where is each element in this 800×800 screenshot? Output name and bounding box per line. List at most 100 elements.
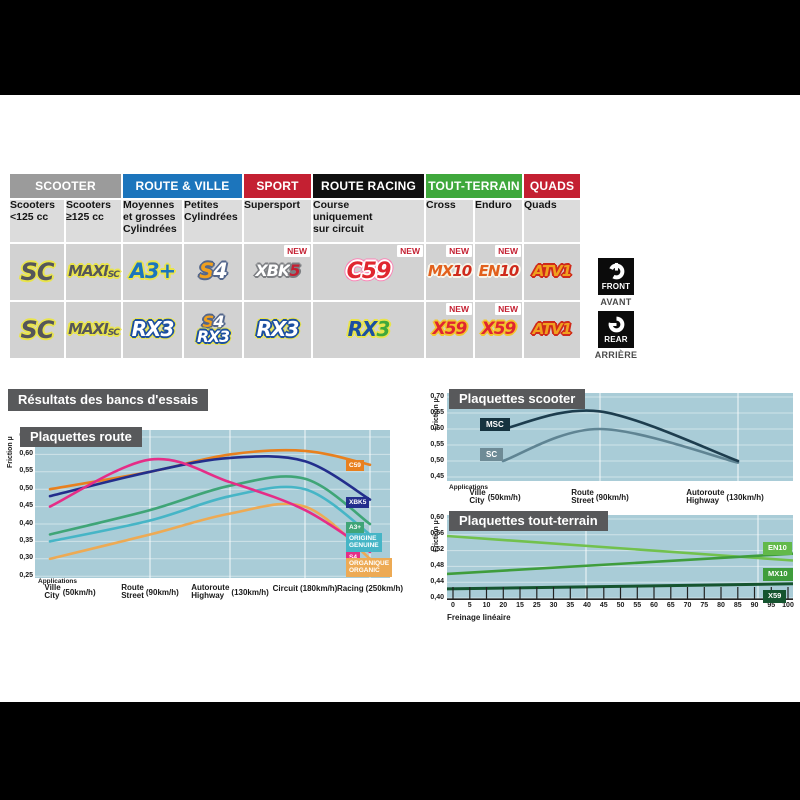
group-header-sport: SPORT: [244, 174, 311, 198]
chart-plaquettes-route: [35, 430, 390, 578]
y-axis-tick: 0,56: [430, 530, 444, 538]
front-axle-indicator: FRONT: [598, 258, 634, 295]
category-name: Racing: [336, 583, 364, 593]
group-header-route-racing: ROUTE RACING: [313, 174, 424, 198]
tt-x-axis-tick: 65: [666, 602, 675, 609]
product-cell-front-2: A3+: [123, 244, 182, 300]
product-cell-front-7: EN10 NEW: [475, 244, 522, 300]
legend-badge-origine: ORIGINE GENUINE: [346, 533, 382, 552]
y-axis-tick: 0,35: [19, 536, 33, 544]
legend-badge-mx10: MX10: [763, 568, 793, 581]
tt-x-axis-tick: 75: [700, 602, 709, 609]
x-axis-category: Racing (250km/h): [320, 584, 420, 593]
category-name: Route Street: [121, 583, 144, 600]
legend-badge-x59: X59: [763, 590, 787, 603]
product-logo-sc: SC: [20, 257, 55, 286]
product-cell-front-8: ATV1: [524, 244, 580, 300]
y-axis-tick: 0,48: [430, 561, 444, 569]
application-table: SCOOTER ROUTE & VILLE SPORT ROUTE RACING TOU…: [8, 172, 582, 360]
category-speed: (180km/h): [299, 584, 338, 593]
product-cell-front-6: MX10 NEW: [426, 244, 473, 300]
tt-x-axis-tick: 35: [566, 602, 575, 609]
column-header-7: Enduro: [475, 199, 522, 242]
column-header-3: Petites Cylindrées: [184, 199, 242, 242]
product-logo-rx3: RX3: [131, 317, 175, 341]
front-disc-icon: [608, 262, 624, 280]
y-axis-tick: 0,60: [430, 424, 444, 432]
section-title: Résultats des bancs d'essais: [8, 389, 209, 411]
product-logo-maxisc: MAXISC: [68, 320, 120, 339]
product-cell-rear-1: MAXISC: [66, 302, 121, 358]
product-cell-rear-8: ATV1: [524, 302, 580, 358]
tt-x-axis-tick: 25: [532, 602, 541, 609]
y-axis-tick: 0,44: [430, 577, 444, 585]
category-speed: (90km/h): [145, 587, 179, 597]
tt-x-axis-tick: 15: [516, 602, 524, 609]
y-axis-tick: 0,40: [19, 519, 33, 527]
y-axis-tick: 0,60: [19, 449, 33, 457]
letterbox-top: [0, 0, 800, 95]
product-logo-x59: X59: [432, 319, 468, 339]
legend-badge-en10: EN10: [763, 542, 792, 555]
column-header-4: Supersport: [244, 199, 311, 242]
new-badge: NEW: [495, 245, 521, 257]
y-axis-tick: 0,40: [430, 593, 444, 601]
rear-label-fr: ARRIÈRE: [594, 350, 638, 360]
product-logo-rx3: RX3: [256, 317, 300, 341]
product-logo-c59: C59: [346, 259, 392, 284]
legend-badge-xbk5: XBK5: [346, 497, 370, 509]
front-label: FRONT: [601, 282, 631, 291]
y-axis-tick: 0,30: [19, 554, 33, 562]
group-header-route-ville: ROUTE & VILLE: [123, 174, 242, 198]
product-logo-xbk5: XBK5: [255, 261, 300, 280]
x-axis-category: Route Street (90km/h): [550, 489, 650, 505]
new-badge: NEW: [446, 245, 472, 257]
legend-badge-organique: ORGANIQUE ORGANIC: [346, 558, 393, 577]
route-applications-caption: Applications: [38, 578, 78, 585]
product-logo-rx3g: RX3: [347, 317, 391, 341]
legend-badge-msc: MSC: [480, 418, 510, 432]
category-speed: (130km/h): [231, 587, 269, 597]
tt-x-axis-tick: 80: [717, 602, 725, 609]
tt-x-axis-tick: 85: [733, 602, 742, 609]
product-cell-front-0: SC: [10, 244, 64, 300]
column-header-0: Scooters <125 cc: [10, 199, 64, 242]
y-axis-tick: 0,60: [430, 514, 444, 522]
tt-x-axis-tick: 0: [451, 602, 455, 609]
product-logo-atv1: ATV1: [532, 262, 572, 280]
category-speed: (50km/h): [487, 492, 521, 502]
tt-x-axis-tick: 5: [467, 602, 472, 609]
category-speed: (90km/h): [595, 492, 629, 502]
tt-x-axis-tick: 60: [650, 602, 658, 609]
route-chart-title: Plaquettes route: [20, 427, 142, 447]
category-speed: (130km/h): [726, 492, 764, 502]
y-axis-tick: 0,52: [430, 546, 444, 554]
product-logo-en10: EN10: [478, 262, 520, 280]
group-header-scooter: SCOOTER: [10, 174, 121, 198]
tt-x-axis-tick: 45: [599, 602, 608, 609]
category-name: Autoroute Highway: [686, 488, 725, 505]
product-logo-atv1: ATV1: [532, 320, 572, 338]
tt-x-axis-tick: 95: [767, 602, 776, 609]
product-logo-x59: X59: [481, 319, 517, 339]
category-name: Circuit: [272, 583, 298, 593]
product-cell-rear-6: X59 NEW: [426, 302, 473, 358]
tt-x-axis-tick: 55: [633, 602, 642, 609]
letterbox-bottom: [0, 702, 800, 800]
product-cell-front-1: MAXISC: [66, 244, 121, 300]
legend-badge-a3: A3+: [346, 522, 365, 534]
column-header-1: Scooters ≥125 cc: [66, 199, 121, 242]
category-name: Route Street: [571, 488, 594, 505]
product-logo-maxisc: MAXISC: [68, 262, 120, 281]
y-axis-tick: 0,45: [19, 502, 33, 510]
x-axis-category: Route Street (90km/h): [100, 584, 200, 600]
x-axis-category: Autoroute Highway (130km/h): [675, 489, 775, 505]
x-axis-category: Ville City (50km/h): [445, 489, 545, 505]
y-axis-tick: 0,45: [430, 472, 444, 480]
product-cell-rear-0: SC: [10, 302, 64, 358]
category-name: Autoroute Highway: [191, 583, 230, 600]
product-cell-rear-2: RX3: [123, 302, 182, 358]
rear-axle-indicator: REAR: [598, 311, 634, 348]
tt-x-axis-tick: 50: [616, 602, 625, 609]
column-header-8: Quads: [524, 199, 580, 242]
